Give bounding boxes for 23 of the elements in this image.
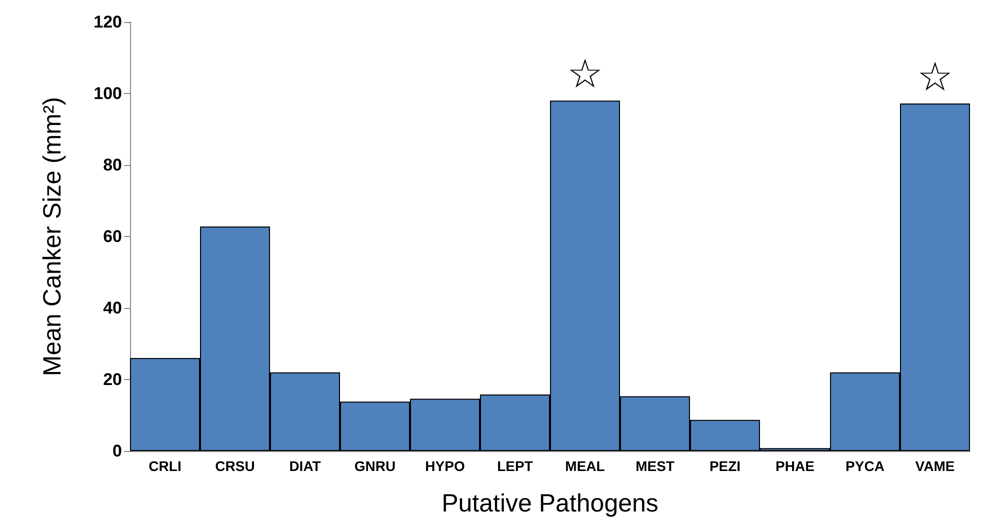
x-axis-title: Putative Pathogens [442, 490, 658, 518]
annotation: ☆ [567, 52, 603, 98]
x-tick-label: DIAT [289, 458, 322, 474]
x-tick-label: LEPT [497, 458, 534, 474]
y-axis-title: Mean Canker Size (mm²) [38, 96, 66, 376]
x-tick-label: CRLI [148, 458, 182, 474]
y-tick-label: 120 [94, 12, 122, 32]
x-tick-label: HYPO [425, 458, 465, 474]
x-tick-label: GNRU [354, 458, 396, 474]
annotation: ☆ [917, 54, 953, 101]
x-tick-label: PYCA [846, 458, 884, 474]
x-tick-label: CRSU [215, 458, 255, 474]
y-tick-label: 20 [103, 370, 122, 389]
x-tick-label: MEAL [565, 458, 606, 474]
x-tick-label: PEZI [709, 458, 741, 474]
y-tick-label: 80 [103, 156, 122, 174]
y-tick-label: 60 [103, 227, 122, 246]
x-tick-label: MEST [636, 458, 675, 474]
x-tick-label: PHAE [776, 458, 814, 474]
y-tick-label: 100 [94, 84, 122, 103]
y-tick-label: 0 [112, 442, 122, 460]
x-tick-label: VAME [915, 458, 955, 474]
y-tick-label: 40 [103, 298, 122, 318]
